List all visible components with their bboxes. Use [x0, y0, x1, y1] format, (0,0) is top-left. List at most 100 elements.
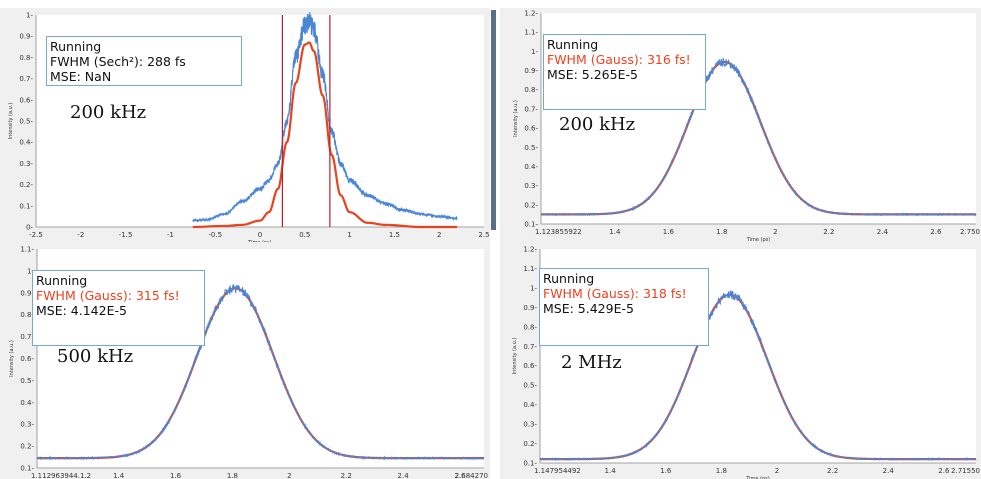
y-tick-label: 0.5- [19, 118, 33, 126]
y-tick-label: 0.1- [523, 460, 537, 468]
x-tick-label: 0.5 [299, 231, 310, 239]
y-tick-label: 0.3- [524, 182, 538, 190]
y-tick-label: 1- [27, 267, 34, 275]
x-tick-label: -2.5 [29, 231, 43, 239]
x-tick-label: 1.4 [609, 228, 621, 236]
x-tick-label: -1.5 [119, 231, 133, 239]
y-tick-label: 0.9- [524, 67, 538, 75]
mse-text-2: MSE: 5.265E-5 [547, 67, 638, 82]
x-tick-label: 1.6 [170, 472, 182, 479]
x-tick-label: 1.8 [716, 228, 727, 236]
x-tick-label: 1.8 [227, 472, 238, 479]
autocorrelation-panel-1: 0- 0.1- 0.2- 0.3- 0.4- 0.5- 0.6- 0.7- 0.8- 0.9- 1-… [0, 8, 490, 246]
y-tick-label: 0.4- [19, 139, 33, 147]
x-tick-label: 1.4 [605, 467, 617, 475]
mse-text-4: MSE: 5.429E-5 [543, 301, 634, 316]
y-tick-label: 0.2- [524, 201, 538, 209]
y-tick-label: 0.4- [20, 399, 34, 407]
y-tick-label: 0.5- [524, 144, 538, 152]
y-tick-label: 0.8- [523, 323, 537, 331]
x-axis-label: Time (ps) [746, 237, 771, 243]
y-tick-label: 0.5- [20, 377, 34, 385]
y-tick-label: 0.8- [20, 311, 34, 319]
y-tick-label: 0.6- [524, 125, 538, 133]
status-text-2: Running [547, 37, 599, 52]
y-tick-label: 0.1- [19, 202, 33, 210]
x-tick-label: 1.8 [716, 467, 727, 475]
x-tick-label: 2.4 [883, 467, 895, 475]
y-tick-label: 0.2- [19, 181, 33, 189]
y-tick-label: 1.1- [523, 265, 537, 273]
y-tick-label: 0.9- [19, 33, 33, 41]
y-tick-label: 0.8- [524, 86, 538, 94]
x-tick-label: 2 [775, 467, 779, 475]
x-tick-label: 2 [287, 472, 291, 479]
x-tick-label: 2.2 [341, 472, 352, 479]
rep-rate-label-4: 2 MHz [561, 352, 622, 373]
y-tick-label: 0.2- [523, 440, 537, 448]
x-tick-label: 2.6 [454, 472, 466, 479]
x-tick-label: 2 [773, 228, 777, 236]
x-tick-label: 2.5 [478, 231, 489, 239]
x-tick-label: 2.4 [398, 472, 410, 479]
plot-svg-1: 0-0.1-0.2-0.3-0.4-0.5-0.6-0.7-0.8-0.9-1-… [8, 12, 490, 247]
y-tick-label: 0.3- [19, 160, 33, 168]
x-tick-label: 1.112963944.1.2 [31, 472, 91, 479]
info-box-2: Running FWHM (Gauss): 316 fs! MSE: 5.265… [543, 34, 706, 110]
status-text-1: Running [50, 39, 102, 54]
autocorrelation-panel-3: 0.1- 0.2- 0.3- 0.4- 0.5- 0.6- 0.7- 0.8- 0.9- 1- 1.… [0, 242, 490, 479]
info-box-4: Running FWHM (Gauss): 318 fs! MSE: 5.429… [539, 268, 709, 346]
rep-rate-label-2: 200 kHz [559, 114, 636, 135]
autocorrelation-panel-4: 0.1- 0.2- 0.3- 0.4- 0.5- 0.6- 0.7- 0.8- 0.9- 1- 1.… [500, 242, 981, 479]
y-tick-label: 1.1- [524, 29, 538, 37]
panel-divider [491, 10, 496, 230]
x-tick-label: 1.6 [660, 467, 672, 475]
y-axis-label: Intensity (a.u.) [512, 338, 518, 375]
fwhm-text-3: FWHM (Gauss): 315 fs! [36, 288, 180, 303]
x-tick-label: 2 [437, 231, 441, 239]
y-tick-label: 0.7- [20, 333, 34, 341]
info-box-3: Running FWHM (Gauss): 315 fs! MSE: 4.142… [32, 270, 205, 346]
y-tick-label: 0.8- [19, 54, 33, 62]
y-tick-label: 0.5- [523, 382, 537, 390]
y-tick-label: 0.6- [523, 362, 537, 370]
measured-trace [192, 12, 458, 223]
fwhm-text-4: FWHM (Gauss): 318 fs! [543, 286, 687, 301]
mse-text-3: MSE: 4.142E-5 [36, 303, 127, 318]
x-tick-label: 2.750 [960, 228, 980, 236]
y-tick-label: 0.7- [524, 105, 538, 113]
y-tick-label: 0.3- [523, 421, 537, 429]
x-tick-label: 0 [258, 231, 262, 239]
plot-svg-2: 0.1- 0.2- 0.3- 0.4- 0.5- 0.6- 0.7- 0.8- 0.9- 1- 1.… [513, 10, 980, 244]
x-tick-label: 1.6 [663, 228, 675, 236]
fwhm-text-1: FWHM (Sech²): 288 fs [50, 54, 186, 69]
x-axis-label: Time (ps) [745, 476, 770, 479]
x-tick-label: 2.2 [823, 228, 834, 236]
y-tick-label: 0.1- [524, 221, 538, 229]
x-tick-label: -2 [77, 231, 84, 239]
status-text-4: Running [543, 271, 595, 286]
x-tick-label: 2.71550 [951, 467, 980, 475]
y-tick-label: 0.7- [523, 343, 537, 351]
x-tick-label: 2.6 [930, 228, 942, 236]
y-tick-label: 0.6- [20, 355, 34, 363]
info-box-1: Running FWHM (Sech²): 288 fs MSE: NaN [46, 36, 242, 86]
y-tick-label: 1.2- [524, 10, 538, 18]
x-tick-label: 2.6 [938, 467, 950, 475]
x-tick-label: 1.5 [389, 231, 400, 239]
y-tick-label: 1- [530, 284, 537, 292]
y-tick-label: 0- [26, 224, 33, 232]
x-tick-label: 1.4 [113, 472, 125, 479]
y-tick-label: 0.4- [524, 163, 538, 171]
y-tick-label: 0.4- [523, 401, 537, 409]
y-axis-label: Intensity (a.u.) [9, 340, 15, 377]
y-axis-label: Intensity (a.u.) [8, 103, 14, 140]
y-tick-label: 1- [531, 48, 538, 56]
y-tick-label: 0.9- [20, 289, 34, 297]
x-tick-label: 1 [347, 231, 351, 239]
y-tick-label: 0.7- [19, 75, 33, 83]
x-tick-label: 2.684270 [455, 472, 488, 479]
fit-curve [192, 41, 458, 229]
mse-text-1: MSE: NaN [50, 69, 112, 84]
y-axis-label: Intensity (a.u.) [513, 100, 519, 137]
